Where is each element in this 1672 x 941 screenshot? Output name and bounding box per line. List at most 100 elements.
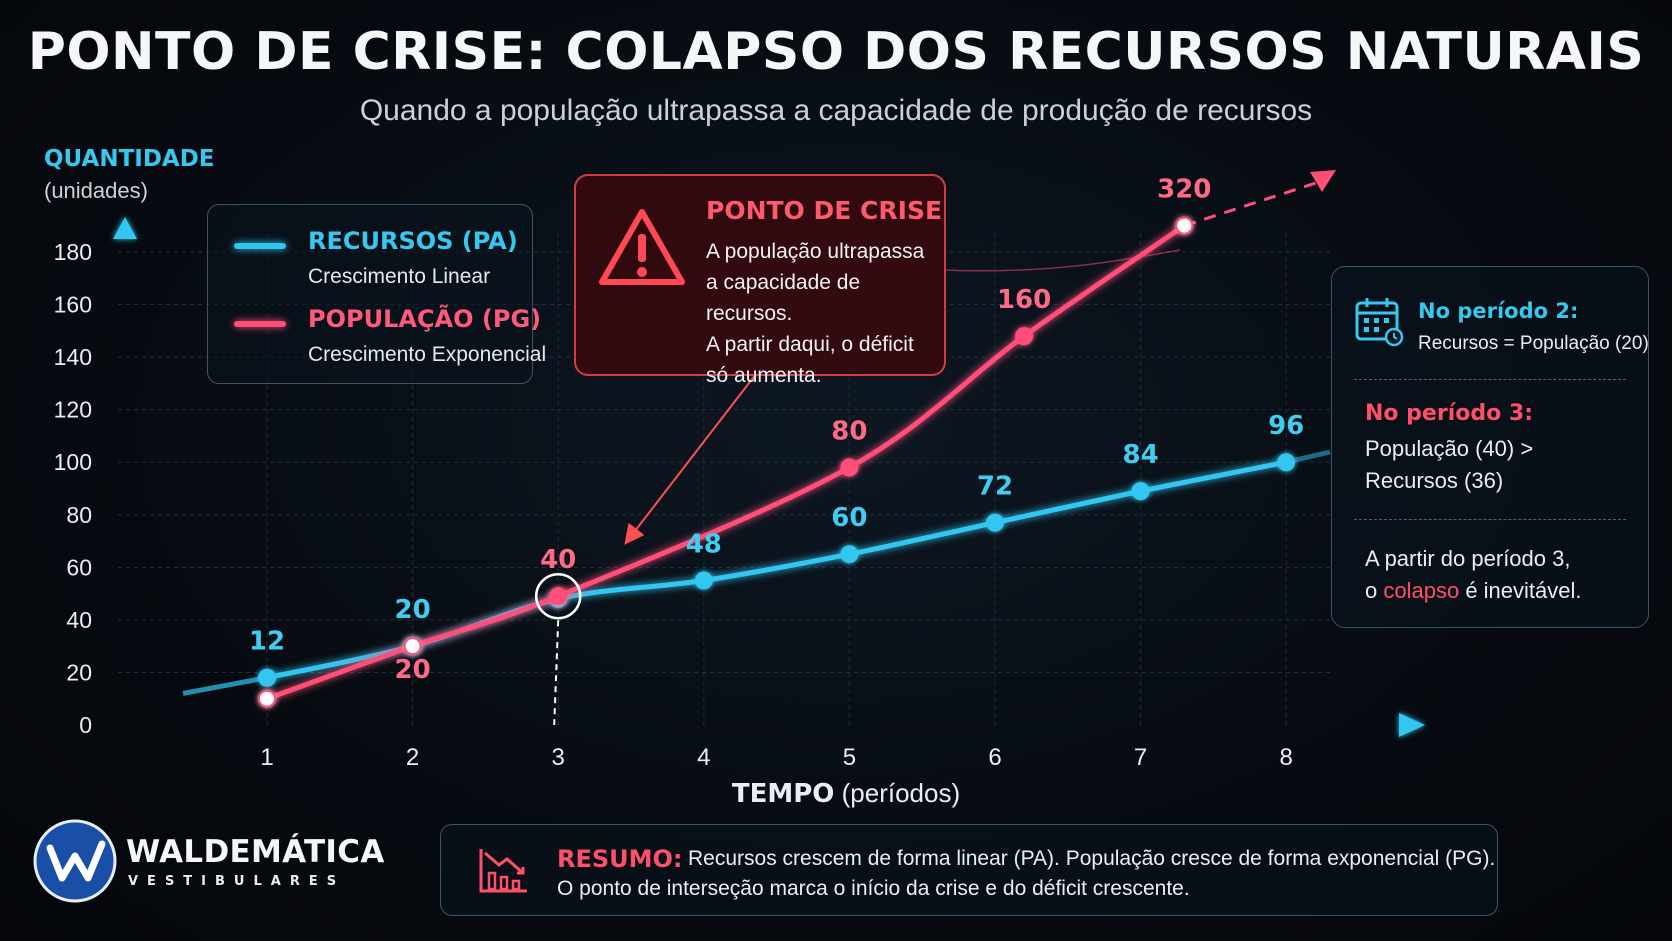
recursos-point — [1131, 482, 1150, 501]
crisis-line: só aumenta. — [706, 364, 822, 387]
logo-mark — [33, 819, 117, 903]
populacao-data-label: 160 — [997, 285, 1051, 315]
recursos-extension — [182, 675, 268, 696]
y-tick-label: 100 — [54, 449, 92, 475]
populacao-data-label: 80 — [831, 416, 867, 446]
y-tick-label: 60 — [66, 554, 92, 580]
period3-title: No período 3: — [1365, 401, 1533, 426]
x-axis-title-bold: TEMPO — [731, 779, 835, 809]
recursos-data-label: 48 — [686, 529, 722, 559]
recursos-data-label: 12 — [249, 627, 285, 657]
y-tick-label: 140 — [54, 344, 92, 370]
period2-text: Recursos = População (20) — [1418, 333, 1649, 354]
recursos-point — [1277, 453, 1296, 472]
recursos-data-label: 20 — [395, 595, 431, 625]
chart-down-icon — [479, 849, 527, 893]
recursos-data-label: 96 — [1268, 411, 1304, 441]
y-tick-label: 40 — [66, 607, 92, 633]
legend-name-recursos: RECURSOS (PA) — [308, 227, 518, 255]
summary-line-1: Recursos crescem de forma linear (PA). P… — [688, 847, 1496, 870]
populacao-data-label: 320 — [1157, 175, 1211, 205]
collapse-prefix: o — [1365, 578, 1384, 603]
x-tick-label: 5 — [843, 744, 856, 771]
collapse-line-1: A partir do período 3, — [1365, 546, 1571, 571]
recursos-point — [986, 513, 1004, 532]
x-tick-label: 1 — [260, 744, 273, 771]
crisis-arrow — [624, 373, 757, 545]
populacao-point — [403, 637, 422, 656]
x-tick-label: 2 — [406, 744, 419, 771]
recursos-data-label: 60 — [831, 503, 867, 533]
crisis-title: PONTO DE CRISE — [706, 196, 943, 225]
crisis-line: A partir daqui, o déficit — [706, 333, 914, 356]
y-axis-title: QUANTIDADE (unidades) — [44, 146, 215, 204]
x-axis-arrow — [1399, 713, 1425, 737]
populacao-point — [1015, 327, 1034, 346]
populacao-point — [1175, 216, 1194, 235]
crisis-text: A população ultrapassa a capacidade de r… — [706, 236, 944, 391]
collapse-note: A partir do período 3, o colapso é inevi… — [1365, 543, 1582, 607]
side-panel: No período 2: Recursos = População (20) … — [1331, 266, 1649, 628]
y-tick-label: 20 — [66, 659, 92, 685]
divider — [1354, 379, 1626, 380]
y-tick-label: 0 — [79, 712, 92, 738]
x-tick-label: 7 — [1134, 744, 1147, 771]
chart-title: PONTO DE CRISE: COLAPSO DOS RECURSOS NAT… — [27, 22, 1645, 82]
legend-swatch-recursos — [234, 243, 286, 249]
divider — [1354, 519, 1626, 520]
logo: WALDEMÁTICA VESTIBULARES — [32, 818, 384, 909]
period3-text: População (40) > Recursos (36) — [1365, 433, 1533, 497]
x-tick-label: 4 — [697, 744, 710, 771]
logo-brand: WALDEMÁTICA — [126, 834, 385, 870]
populacao-point — [549, 587, 568, 606]
y-tick-label: 120 — [54, 397, 92, 423]
summary-line-2: O ponto de interseção marca o início da … — [557, 877, 1190, 900]
crisis-callout: PONTO DE CRISE A população ultrapassa a … — [574, 174, 946, 387]
y-tick-label: 160 — [54, 292, 92, 318]
populacao-point — [840, 458, 859, 477]
x-tick-label: 8 — [1280, 744, 1293, 771]
populacao-point — [258, 689, 276, 708]
y-axis-unit: (unidades) — [44, 178, 148, 203]
x-axis-title-unit: (períodos) — [834, 778, 961, 808]
x-tick-label: 3 — [552, 744, 565, 771]
crisis-line: A população ultrapassa — [706, 240, 925, 263]
recursos-point — [840, 545, 859, 564]
legend-desc-recursos: Crescimento Linear — [308, 265, 491, 288]
recursos-point — [694, 571, 713, 590]
crisis-point-marker — [553, 620, 560, 726]
period3-line: População (40) > — [1365, 436, 1534, 461]
y-axis-arrow — [113, 217, 137, 239]
recursos-data-label: 72 — [977, 472, 1013, 502]
legend-swatch-populacao — [234, 321, 286, 327]
crisis-line: a capacidade de recursos. — [706, 271, 861, 325]
crisis-connector — [941, 249, 1181, 272]
collapse-highlight: colapso — [1383, 578, 1460, 603]
recursos-point — [258, 668, 276, 687]
warning-icon — [599, 209, 685, 285]
period3-line: Recursos (36) — [1365, 468, 1504, 493]
collapse-suffix: é inevitável. — [1459, 578, 1582, 603]
legend-name-populacao: POPULAÇÃO (PG) — [308, 305, 542, 333]
x-axis-title: TEMPO (períodos) — [0, 778, 1672, 809]
y-tick-label: 80 — [66, 502, 92, 528]
y-tick-label: 180 — [54, 239, 92, 265]
populacao-trend-dashed — [1183, 178, 1326, 228]
populacao-data-label: 40 — [540, 545, 576, 575]
x-tick-label: 6 — [988, 744, 1001, 771]
collapse-line-2: o colapso é inevitável. — [1365, 575, 1582, 607]
populacao-trend-arrow — [1310, 170, 1336, 192]
y-axis-label: QUANTIDADE — [44, 146, 215, 172]
logo-subtitle: VESTIBULARES — [128, 874, 346, 889]
legend: RECURSOS (PA) Crescimento Linear POPULAÇ… — [207, 204, 546, 384]
chart-subtitle: Quando a população ultrapassa a capacida… — [359, 94, 1313, 127]
period2-title: No período 2: — [1418, 299, 1579, 323]
summary-label: RESUMO: — [557, 845, 683, 873]
populacao-data-label: 20 — [395, 655, 431, 685]
legend-desc-populacao: Crescimento Exponencial — [308, 343, 547, 366]
recursos-data-label: 84 — [1123, 440, 1159, 470]
summary-box: RESUMO: Recursos crescem de forma linear… — [440, 824, 1498, 916]
calendar-icon — [1355, 298, 1404, 347]
crisis-point-ring — [534, 572, 582, 620]
